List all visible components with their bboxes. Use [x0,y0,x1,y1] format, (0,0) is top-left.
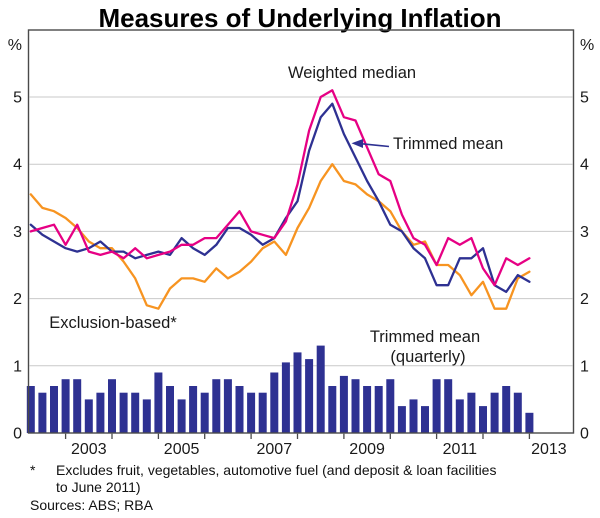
bar-2010-Q2 [409,399,418,433]
footnote-line2: to June 2011) [56,479,141,495]
bar-2003-Q1 [73,379,82,433]
plot-area: 2003 2005 2007 2009 2011 2013 0 0 1 1 2 2 3 3 4 4 5 5 [13,89,589,458]
y-axis-label-left-1: 1 [13,358,22,375]
y-axis-label-left-4: 4 [13,157,22,174]
y-axis-label-right-1: 1 [580,358,589,375]
bar-2003-Q3 [96,392,105,433]
bar-2003-Q4 [108,379,116,433]
trimmed-mean-arrowhead [351,139,363,148]
y-axis-unit-right: % [580,37,594,54]
bar-2009-Q2 [363,386,372,433]
bar-2005-Q3 [189,386,198,433]
x-axis-label-2003: 2003 [71,441,107,458]
y-axis-label-right-3: 3 [580,224,589,241]
y-axis-label-right-4: 4 [580,157,589,174]
bar-2004-Q1 [119,392,128,433]
chart-title: Measures of Underlying Inflation [98,3,501,33]
plot-frame [27,29,575,434]
trimmed-mean-label: Trimmed mean [393,135,503,153]
bar-2010-Q3 [421,406,429,433]
bar-2007-Q4 [293,352,302,433]
x-axis-label-2011: 2011 [443,441,478,458]
line-exclusion-based [29,163,531,310]
sources-label: Sources: ABS; RBA [30,497,154,513]
x-axis-label-2007: 2007 [257,441,293,458]
bar-2009-Q3 [374,386,383,433]
bar-2011-Q1 [444,379,453,433]
bar-2008-Q3 [328,386,337,433]
bar-2003-Q2 [84,399,93,433]
bar-2011-Q2 [455,399,464,433]
bar-2006-Q3 [235,386,244,433]
y-axis-label-right-5: 5 [580,90,589,107]
x-axis-label-2005: 2005 [164,441,200,458]
exclusion-based-label: Exclusion-based* [49,314,177,332]
x-axis-label-2009: 2009 [349,441,385,458]
footnote-line1: Excludes fruit, vegetables, automotive f… [56,462,496,478]
y-axis-unit-left: % [8,37,22,54]
footnote-marker: * [30,462,36,478]
bar-2006-Q2 [223,379,232,433]
bar-2007-Q3 [281,362,290,433]
quarterly-label-line1: Trimmed mean [370,328,480,346]
bar-2012-Q4 [525,412,534,433]
bar-2002-Q3 [50,386,58,433]
y-axis-label-right-2: 2 [580,291,589,308]
bar-2006-Q1 [212,379,221,433]
bar-2008-Q2 [316,345,325,433]
bar-2009-Q4 [386,379,395,433]
bar-2004-Q3 [142,399,151,433]
x-axis-label-2013: 2013 [531,441,567,458]
y-axis-label-left-3: 3 [13,224,22,241]
bar-2011-Q3 [467,392,476,433]
bar-2008-Q4 [339,375,348,433]
trimmed-mean-arrow [361,143,390,148]
bar-2012-Q3 [513,392,522,433]
y-axis-label-right-0: 0 [580,426,589,443]
y-axis-label-left-0: 0 [13,426,22,443]
bar-2006-Q4 [247,392,256,433]
bar-2004-Q2 [131,392,140,433]
weighted-median-label: Weighted median [288,64,416,82]
bar-2012-Q1 [490,392,499,433]
bar-2012-Q2 [502,386,511,433]
bar-2010-Q4 [432,379,441,433]
bar-2002-Q1 [26,386,35,433]
y-axis-label-left-5: 5 [13,90,22,107]
y-axis-label-left-2: 2 [13,291,22,308]
bar-2005-Q1 [166,386,174,433]
line-weighted-median [29,89,531,287]
bar-2007-Q1 [258,392,267,433]
bar-2004-Q4 [154,372,163,433]
bar-2007-Q2 [270,372,279,433]
bar-2008-Q1 [305,359,314,433]
bar-2011-Q4 [479,406,487,433]
bar-2005-Q4 [200,392,209,433]
bar-2009-Q1 [351,379,360,433]
bar-2002-Q2 [38,392,47,433]
quarterly-label-line2: (quarterly) [390,348,465,366]
bar-2002-Q4 [61,379,70,433]
bar-2010-Q1 [397,406,406,433]
bar-2005-Q2 [177,399,186,433]
